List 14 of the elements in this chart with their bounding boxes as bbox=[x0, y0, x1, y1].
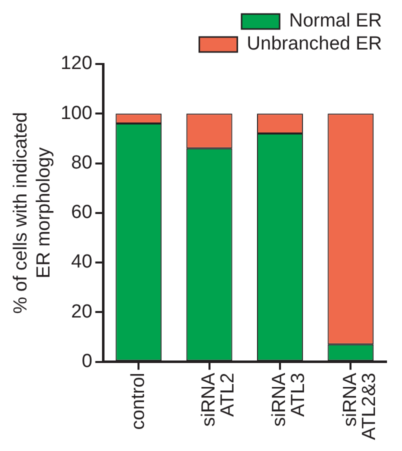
legend-label: Normal ER bbox=[289, 10, 382, 32]
x-tick-label: control bbox=[128, 372, 149, 430]
y-tick-label: 80 bbox=[71, 152, 92, 174]
y-axis-title: % of cells with indicated ER morphology bbox=[10, 112, 54, 314]
y-tick-label: 120 bbox=[60, 53, 92, 74]
x-tick-label: siRNA ATL2 bbox=[198, 372, 239, 427]
y-tick-label: 0 bbox=[82, 350, 92, 372]
y-tick-label: 60 bbox=[71, 202, 92, 224]
y-tick-label: 20 bbox=[71, 301, 92, 322]
y-tick-label: 100 bbox=[60, 102, 92, 124]
x-tick-label: siRNA ATL3 bbox=[269, 372, 310, 427]
x-tick-label: siRNA ATL2&3 bbox=[340, 372, 380, 440]
legend-label: Unbranched ER bbox=[246, 34, 382, 55]
y-tick-label: 40 bbox=[71, 252, 92, 273]
